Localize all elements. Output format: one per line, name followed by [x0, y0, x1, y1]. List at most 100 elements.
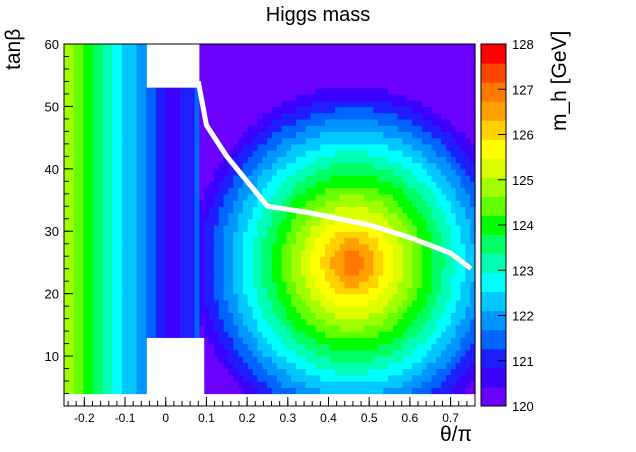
heatmap-cell: [184, 100, 191, 108]
heatmap-cell: [325, 206, 331, 214]
heatmap-cell: [141, 318, 147, 326]
heatmap-cell: [160, 212, 167, 220]
heatmap-cell: [68, 175, 75, 182]
heatmap-cell: [252, 93, 259, 101]
heatmap-cell: [363, 343, 370, 351]
heatmap-cell: [242, 218, 249, 226]
heatmap-cell: [112, 218, 118, 226]
heatmap-cell: [296, 256, 302, 264]
heatmap-cell: [296, 312, 302, 320]
heatmap-cell: [170, 324, 176, 332]
heatmap-cell: [281, 187, 288, 195]
heatmap-cell: [194, 262, 200, 270]
heatmap-cell: [218, 75, 225, 83]
heatmap-cell: [354, 68, 360, 76]
heatmap-cell: [286, 168, 292, 176]
heatmap-cell: [102, 381, 109, 388]
heatmap-cell: [238, 362, 244, 370]
heatmap-cell: [107, 243, 113, 251]
heatmap-cell: [146, 281, 152, 289]
heatmap-cell: [73, 212, 80, 220]
heatmap-cell: [431, 75, 437, 83]
heatmap-cell: [257, 274, 263, 282]
heatmap-cell: [436, 68, 442, 76]
heatmap-cell: [146, 256, 152, 264]
heatmap-cell: [354, 206, 360, 214]
heatmap-cell: [421, 212, 428, 220]
y-tick-label: 60: [45, 37, 59, 52]
colorbar-bin: [481, 139, 506, 159]
heatmap-cell: [218, 387, 225, 395]
heatmap-cell: [339, 356, 346, 363]
heatmap-cell: [175, 112, 181, 120]
heatmap-cell: [354, 381, 360, 388]
heatmap-cell: [136, 262, 142, 270]
x-tick-label: 0.7: [442, 411, 459, 425]
heatmap-cell: [310, 249, 317, 257]
heatmap-cell: [271, 44, 278, 51]
heatmap-cell: [387, 268, 394, 276]
heatmap-cell: [175, 175, 181, 182]
heatmap-cell: [426, 193, 433, 201]
heatmap-cell: [68, 256, 75, 264]
heatmap-cell: [470, 50, 476, 58]
heatmap-cell: [267, 206, 273, 214]
heatmap-cell: [407, 299, 413, 307]
heatmap-cell: [271, 156, 278, 164]
heatmap-cell: [242, 93, 249, 101]
heatmap-cell: [83, 243, 89, 251]
heatmap-cell: [88, 362, 94, 370]
heatmap-cell: [97, 387, 104, 395]
heatmap-cell: [334, 62, 341, 70]
heatmap-cell: [296, 343, 302, 351]
heatmap-cell: [325, 306, 331, 313]
heatmap-cell: [165, 118, 171, 126]
heatmap-cell: [281, 62, 288, 70]
heatmap-cell: [165, 312, 171, 320]
heatmap-cell: [387, 93, 394, 101]
heatmap-cell: [363, 193, 370, 201]
heatmap-cell: [223, 225, 229, 232]
heatmap-cell: [354, 187, 360, 195]
heatmap-cell: [78, 156, 84, 164]
heatmap-cell: [441, 187, 447, 195]
heatmap-cell: [194, 168, 200, 176]
heatmap-cell: [339, 349, 346, 357]
heatmap-cell: [354, 293, 360, 301]
heatmap-cell: [184, 137, 191, 145]
heatmap-cell: [358, 231, 365, 239]
heatmap-cell: [470, 100, 476, 108]
heatmap-cell: [281, 262, 288, 270]
heatmap-cell: [218, 175, 225, 182]
heatmap-cell: [97, 225, 104, 232]
heatmap-cell: [436, 299, 442, 307]
heatmap-cell: [455, 193, 462, 201]
heatmap-cell: [445, 368, 452, 376]
heatmap-cell: [151, 237, 157, 245]
heatmap-cell: [291, 256, 297, 264]
heatmap-cell: [320, 362, 326, 370]
heatmap-cell: [363, 131, 370, 139]
heatmap-cell: [218, 249, 225, 257]
heatmap-cell: [445, 75, 452, 83]
heatmap-cell: [436, 274, 442, 282]
heatmap-cell: [349, 299, 355, 307]
heatmap-cell: [102, 137, 109, 145]
heatmap-cell: [141, 306, 147, 313]
heatmap-cell: [387, 62, 394, 70]
heatmap-cell: [281, 281, 288, 289]
heatmap-cell: [460, 368, 466, 376]
heatmap-cell: [281, 68, 288, 76]
heatmap-cell: [146, 262, 152, 270]
heatmap-cell: [441, 44, 447, 51]
heatmap-cell: [68, 68, 75, 76]
heatmap-cell: [329, 100, 336, 108]
heatmap-cell: [184, 225, 191, 232]
heatmap-cell: [170, 268, 176, 276]
heatmap-cell: [88, 68, 94, 76]
heatmap-cell: [131, 387, 138, 395]
heatmap-cell: [213, 56, 220, 64]
heatmap-cell: [436, 206, 442, 214]
heatmap-cell: [170, 137, 176, 145]
heatmap-cell: [78, 150, 84, 157]
